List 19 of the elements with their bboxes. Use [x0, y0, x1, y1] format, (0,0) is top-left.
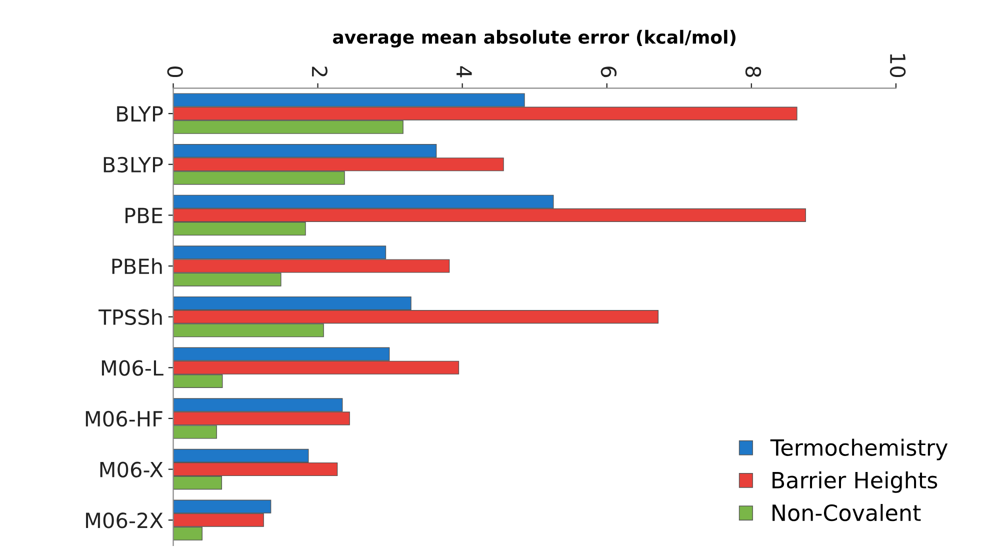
y-tick-label: PBE	[126, 208, 162, 224]
x-tick-label: 10	[890, 54, 906, 78]
legend-label: Non-Covalent	[772, 504, 921, 522]
y-tick-label: BLYP	[117, 106, 163, 122]
y-tick-label: M06-L	[102, 360, 164, 376]
legend-label: Barrier Heights	[772, 471, 938, 493]
x-tick-label: 6	[600, 66, 617, 78]
x-tick-label: 4	[456, 66, 472, 78]
x-tick-label: 2	[312, 66, 328, 76]
y-tick-label: M06-HF	[86, 410, 162, 427]
x-tick-label: 8	[745, 66, 762, 78]
legend-label: Termochemistry	[770, 438, 948, 460]
y-tick-label: M06-2X	[86, 512, 163, 528]
y-tick-label: PBEh	[112, 258, 162, 274]
x-tick-label: 0	[167, 66, 183, 78]
x-axis-title: average mean absolute error (kcal/mol)	[332, 30, 736, 48]
y-tick-label: TPSSh	[98, 308, 162, 326]
y-tick-label: M06-X	[100, 462, 163, 478]
y-tick-label: B3LYP	[104, 156, 163, 173]
